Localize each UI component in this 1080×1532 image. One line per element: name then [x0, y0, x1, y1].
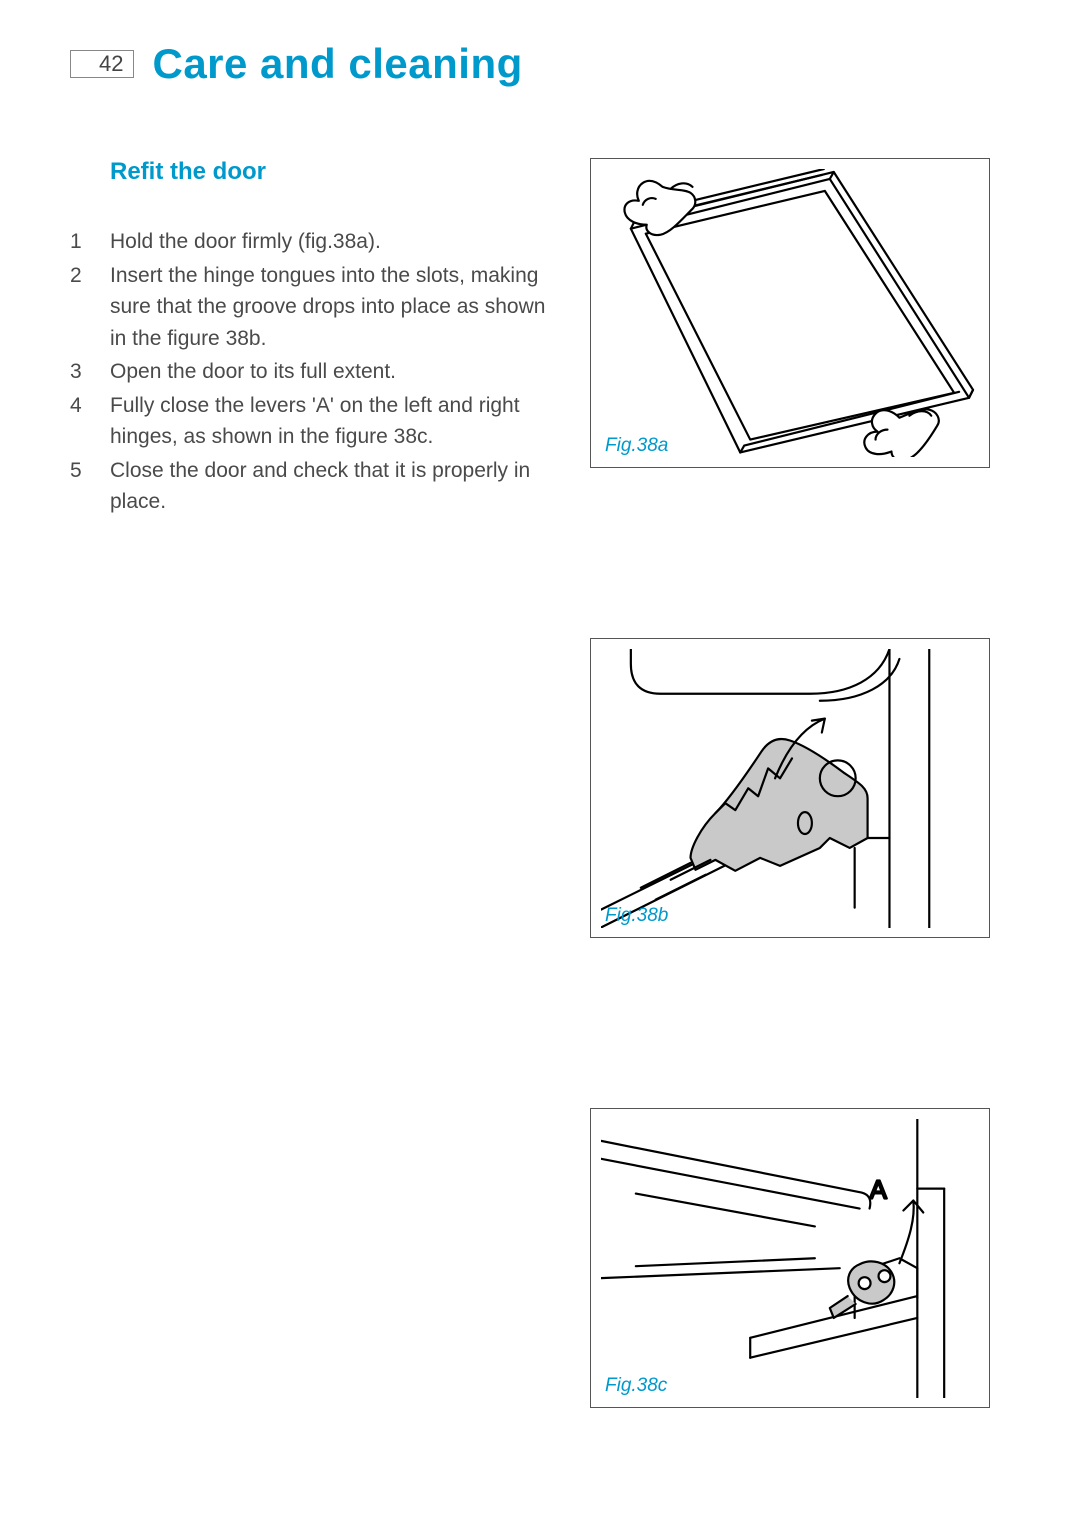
figure-38c: A Fig.38c	[590, 1108, 990, 1408]
figure-38c-svg: A	[601, 1119, 979, 1398]
figure-38a-svg	[601, 169, 979, 457]
step-item: 5Close the door and check that it is pro…	[70, 455, 550, 518]
section-heading: Refit the door	[110, 158, 550, 186]
step-item: 3Open the door to its full extent.	[70, 356, 550, 388]
figure-38b-svg	[601, 649, 979, 928]
figure-caption: Fig.38c	[605, 1375, 667, 1397]
steps-list: 1Hold the door firmly (fig.38a). 2Insert…	[110, 226, 550, 518]
content-row: Refit the door 1Hold the door firmly (fi…	[70, 158, 1010, 1408]
page-title: Care and cleaning	[152, 40, 522, 88]
text-column: Refit the door 1Hold the door firmly (fi…	[70, 158, 550, 1408]
figure-label-a: A	[870, 1177, 888, 1205]
figure-38a: Fig.38a	[590, 158, 990, 468]
page-header: 42 Care and cleaning	[70, 40, 1010, 88]
figure-column: Fig.38a	[590, 158, 1010, 1408]
figure-38b: Fig.38b	[590, 638, 990, 938]
figure-caption: Fig.38b	[605, 905, 668, 927]
page: 42 Care and cleaning Refit the door 1Hol…	[0, 0, 1080, 1532]
step-item: 2Insert the hinge tongues into the slots…	[70, 260, 550, 355]
step-item: 4Fully close the levers 'A' on the left …	[70, 390, 550, 453]
figure-caption: Fig.38a	[605, 435, 668, 457]
step-item: 1Hold the door firmly (fig.38a).	[70, 226, 550, 258]
page-number-box: 42	[70, 50, 134, 78]
